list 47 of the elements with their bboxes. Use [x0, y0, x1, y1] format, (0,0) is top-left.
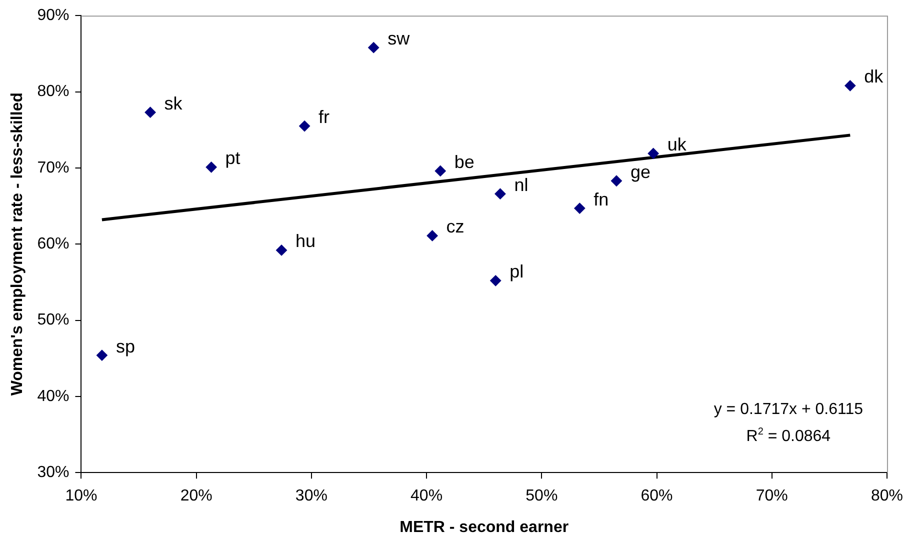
point [299, 120, 310, 132]
point [144, 106, 156, 118]
y-tick-label: 80% [37, 83, 70, 100]
y-tick-label: 90% [37, 7, 70, 24]
series-label: pl [510, 262, 524, 282]
point [276, 244, 288, 256]
point [610, 175, 622, 186]
x-tick-label: 70% [756, 488, 788, 505]
y-tick-label: 40% [37, 388, 70, 405]
series-label: be [454, 152, 474, 172]
x-tick-label: 30% [295, 488, 328, 505]
point [490, 275, 502, 286]
series-label: sk [164, 93, 184, 114]
point [648, 148, 659, 159]
x-tick-label: 50% [526, 488, 558, 505]
series-label: ge [630, 162, 651, 182]
x-tick-label: 40% [410, 488, 443, 505]
series-label: cz [446, 216, 464, 237]
annotation: R$^{2}$ = 0.0864 [745, 426, 832, 447]
series-label: nl [514, 174, 528, 195]
point [574, 202, 586, 214]
point [844, 80, 856, 92]
y-tick-label: 70% [37, 159, 70, 176]
x-axis-title: METR - second earner [400, 518, 569, 536]
point [434, 165, 446, 176]
series-label: fr [318, 107, 330, 128]
point [426, 230, 438, 242]
point [368, 42, 380, 54]
y-axis-title: Women's employment rate - less-skilled [9, 92, 26, 396]
series-label: dk [864, 66, 884, 87]
x-tick-label: 60% [640, 488, 673, 505]
series-label: uk [667, 134, 688, 154]
series-label: sp [116, 336, 135, 356]
point [494, 188, 506, 200]
series-label: sw [388, 28, 411, 49]
y-tick-label: 60% [37, 236, 70, 253]
series-label: hu [296, 231, 316, 252]
x-tick-label: 20% [180, 488, 212, 505]
x-tick-label: 10% [65, 488, 98, 505]
y-tick-label: 50% [37, 312, 70, 329]
point [206, 162, 217, 173]
x-tick-label: 80% [870, 488, 904, 505]
annotation: y = 0.1717x + 0.6115 [714, 400, 863, 420]
y-tick-label: 30% [37, 464, 70, 482]
series-label: fn [594, 189, 609, 210]
point [96, 350, 108, 361]
series-label: pt [225, 148, 240, 168]
